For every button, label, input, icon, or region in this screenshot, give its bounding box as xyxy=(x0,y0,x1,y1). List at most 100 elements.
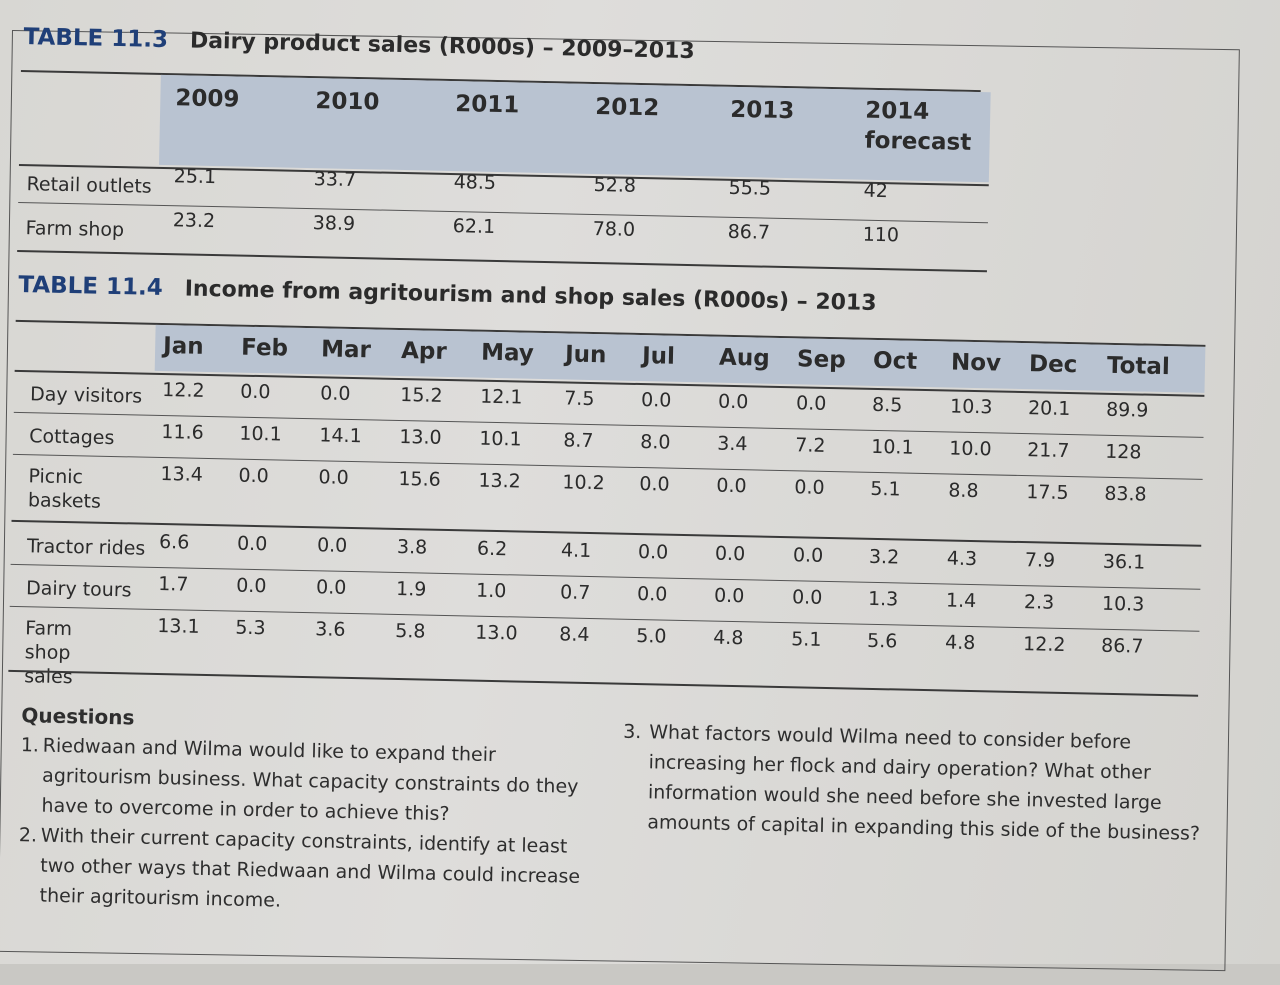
table1-cell: 23.2 xyxy=(172,209,216,233)
question-2: 2. With their current capacity constrain… xyxy=(17,820,599,922)
table2-header-month: Dec xyxy=(1028,351,1078,379)
table2-cell: 12.2 xyxy=(1022,633,1066,656)
questions-left-column: Questions 1. Riedwaan and Wilma would li… xyxy=(17,700,601,922)
table1-header-2012: 2012 xyxy=(595,94,660,122)
table2-header-month: Mar xyxy=(320,336,372,364)
table1-header-2014-forecast: 2014 forecast xyxy=(864,97,972,156)
table2-header-month: May xyxy=(480,339,535,367)
table2-header-month: Apr xyxy=(400,338,448,365)
table2-cell: 89.9 xyxy=(1105,398,1149,422)
table2-header-total: Total xyxy=(1106,352,1171,381)
table1-cell: 55.5 xyxy=(728,176,772,200)
question-text: Riedwaan and Wilma would like to expand … xyxy=(41,734,579,826)
table2-cell: 13.2 xyxy=(478,469,521,493)
table2-cell: 0.0 xyxy=(792,544,824,567)
table1-cell: 110 xyxy=(862,223,900,247)
table2-cell: 0.0 xyxy=(791,586,823,609)
table1-bottom-rule xyxy=(17,249,987,273)
table2-cell: 0.7 xyxy=(559,581,591,605)
table2-cell: 8.0 xyxy=(640,431,671,454)
table2-number: TABLE 11.4 xyxy=(18,271,164,302)
table1-cell: 86.7 xyxy=(727,220,771,244)
table2-cell: 7.5 xyxy=(563,387,595,411)
table1-number: TABLE 11.3 xyxy=(23,24,169,54)
table2-cell: 0.0 xyxy=(637,541,669,564)
table2-cell: 0.0 xyxy=(318,466,349,489)
table2-cell: 5.1 xyxy=(870,477,901,501)
table2-header-month: Jul xyxy=(641,343,676,370)
table2-cell: 10.3 xyxy=(949,395,993,419)
table2-cell: 0.0 xyxy=(640,389,672,412)
table2-cell: 0.0 xyxy=(240,380,271,404)
table1-row-label: Retail outlets xyxy=(26,173,152,198)
table2-cell: 2.3 xyxy=(1023,591,1055,614)
table1-header-2013: 2013 xyxy=(730,96,795,125)
table2-cell: 12.1 xyxy=(479,385,523,409)
table2-cell: 13.4 xyxy=(160,463,204,486)
table1-cell: 52.8 xyxy=(593,174,637,197)
table2-cell: 5.6 xyxy=(866,629,898,653)
table2-cell: 0.0 xyxy=(315,576,347,599)
table2-cell: 5.1 xyxy=(790,628,822,651)
table2-cell: 3.2 xyxy=(868,545,900,569)
table2-cell: 3.6 xyxy=(315,618,346,641)
table2-cell: 7.2 xyxy=(795,434,826,457)
table2-cell: 0.0 xyxy=(235,574,267,598)
table1-cell: 78.0 xyxy=(592,218,636,241)
question-text: With their current capacity constraints,… xyxy=(39,824,581,912)
table2-cell: 4.8 xyxy=(944,631,976,655)
table2-cell: 13.0 xyxy=(399,425,442,449)
table2-cell: 1.0 xyxy=(475,579,507,603)
table1-header-2009: 2009 xyxy=(175,85,240,113)
table1-heading: TABLE 11.3 Dairy product sales (R000s) – … xyxy=(23,24,695,64)
table2-cell: 0.0 xyxy=(236,532,268,556)
table2-cell: 1.7 xyxy=(157,572,189,596)
table2-row-label: Farm shop sales xyxy=(24,617,73,689)
table2-cell: 14.1 xyxy=(319,424,362,448)
question-1: 1. Riedwaan and Wilma would like to expa… xyxy=(19,730,601,832)
table2-cell: 6.2 xyxy=(476,537,508,561)
table1-row-rule xyxy=(18,201,988,224)
table1-row-label: Farm shop xyxy=(25,217,125,242)
table2-cell: 17.5 xyxy=(1026,481,1069,505)
table1-cell: 62.1 xyxy=(452,215,496,238)
table2-cell: 10.0 xyxy=(948,437,992,461)
table2-cell: 0.0 xyxy=(713,584,745,608)
question-text: What factors would Wilma need to conside… xyxy=(647,721,1201,845)
table2-cell: 4.1 xyxy=(560,539,592,563)
table2-cell: 3.4 xyxy=(717,432,748,456)
table2-cell: 8.7 xyxy=(563,429,594,453)
question-3: 3. What factors would Wilma need to cons… xyxy=(621,717,1203,849)
table2-cell: 15.2 xyxy=(399,384,443,407)
table2-cell: 36.1 xyxy=(1102,550,1146,574)
questions-right-column: 3. What factors would Wilma need to cons… xyxy=(617,717,1203,849)
table2-cell: 5.3 xyxy=(235,616,266,640)
table2-row-label: Cottages xyxy=(29,425,115,450)
table2-cell: 10.1 xyxy=(239,422,282,446)
table2-cell: 0.0 xyxy=(320,382,351,405)
table2-cell: 128 xyxy=(1104,440,1142,464)
table2-cell: 86.7 xyxy=(1100,634,1144,658)
table2-cell: 0.0 xyxy=(794,476,825,499)
table2-cell: 8.8 xyxy=(948,479,979,503)
table2-cell: 0.0 xyxy=(639,473,670,496)
table2-cell: 12.2 xyxy=(162,379,205,402)
table2-header-month: Sep xyxy=(796,346,846,374)
table2-cell: 4.8 xyxy=(712,626,744,650)
table1-header-2011: 2011 xyxy=(455,91,520,119)
table2-cell: 83.8 xyxy=(1104,482,1147,506)
table2-bottom-rule xyxy=(8,669,1199,697)
table2-cell: 0.0 xyxy=(795,392,827,415)
table2-cell: 0.0 xyxy=(714,542,746,566)
table2-cell: 5.8 xyxy=(395,619,426,643)
table1-title: Dairy product sales (R000s) – 2009–2013 xyxy=(189,28,695,65)
table2-title: Income from agritourism and shop sales (… xyxy=(184,276,877,316)
table2-cell: 1.9 xyxy=(395,577,427,601)
table2-header-month: Feb xyxy=(240,334,289,362)
table2-row-label: Dairy tours xyxy=(25,577,132,602)
page-content: TABLE 11.3 Dairy product sales (R000s) – … xyxy=(2,20,1221,985)
table2-cell: 8.5 xyxy=(871,393,903,417)
table2-cell: 21.7 xyxy=(1026,439,1070,463)
question-number: 2. xyxy=(18,824,38,847)
table2-cell: 6.6 xyxy=(158,530,190,554)
